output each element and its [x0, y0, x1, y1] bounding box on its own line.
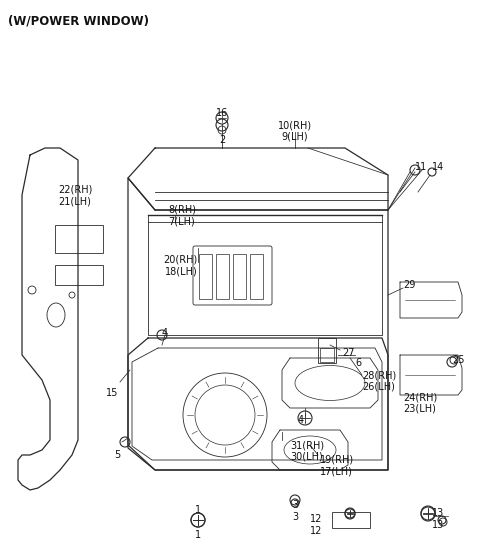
- Bar: [233, 254, 246, 299]
- Bar: [55, 225, 103, 253]
- Text: 12: 12: [310, 526, 322, 536]
- Text: 3: 3: [292, 500, 298, 510]
- Text: 25: 25: [452, 355, 465, 365]
- Text: 6: 6: [355, 358, 361, 368]
- Text: 28(RH)
26(LH): 28(RH) 26(LH): [362, 370, 396, 392]
- Text: 27: 27: [342, 348, 355, 358]
- Text: 15: 15: [106, 388, 118, 398]
- Text: 22(RH)
21(LH): 22(RH) 21(LH): [58, 185, 92, 207]
- Text: 14: 14: [432, 162, 444, 172]
- Text: 10(RH)
9(LH): 10(RH) 9(LH): [278, 120, 312, 142]
- Bar: [199, 254, 212, 299]
- Text: 13: 13: [432, 520, 444, 530]
- Text: (W/POWER WINDOW): (W/POWER WINDOW): [8, 14, 149, 27]
- Bar: [320, 348, 334, 362]
- Text: 1: 1: [195, 530, 201, 540]
- Bar: [250, 254, 263, 299]
- Text: 1: 1: [195, 505, 201, 515]
- Text: 2: 2: [219, 135, 225, 145]
- Text: 4: 4: [162, 328, 168, 338]
- Text: 20(RH)
18(LH): 20(RH) 18(LH): [164, 255, 198, 276]
- Text: 24(RH)
23(LH): 24(RH) 23(LH): [403, 392, 437, 414]
- Text: 4: 4: [298, 415, 304, 425]
- Text: 29: 29: [403, 280, 415, 290]
- Text: 19(RH)
17(LH): 19(RH) 17(LH): [320, 455, 354, 477]
- Text: 8(RH)
7(LH): 8(RH) 7(LH): [168, 205, 196, 227]
- Text: 3: 3: [292, 512, 298, 522]
- Text: 12: 12: [310, 514, 322, 524]
- Text: 16: 16: [216, 108, 228, 118]
- Text: 5: 5: [114, 450, 120, 460]
- Bar: [332, 512, 370, 528]
- Text: 31(RH)
30(LH): 31(RH) 30(LH): [290, 440, 324, 462]
- Text: 11: 11: [415, 162, 427, 172]
- Bar: [318, 338, 336, 363]
- Bar: [216, 254, 229, 299]
- Bar: [55, 265, 103, 285]
- Text: 13: 13: [432, 508, 444, 518]
